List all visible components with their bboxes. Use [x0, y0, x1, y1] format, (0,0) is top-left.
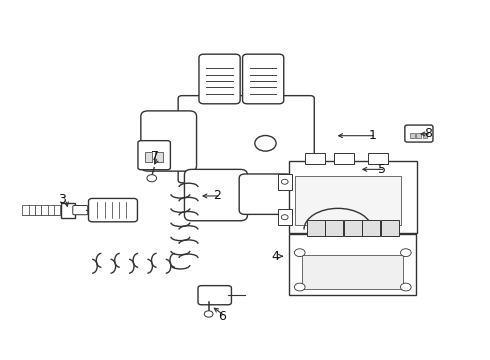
FancyBboxPatch shape: [405, 125, 433, 142]
FancyBboxPatch shape: [289, 161, 417, 233]
Text: 1: 1: [368, 129, 376, 142]
FancyBboxPatch shape: [305, 153, 325, 164]
FancyBboxPatch shape: [325, 220, 343, 237]
FancyBboxPatch shape: [239, 174, 292, 215]
Text: 8: 8: [424, 127, 432, 140]
FancyBboxPatch shape: [344, 220, 362, 237]
FancyBboxPatch shape: [307, 220, 325, 237]
FancyBboxPatch shape: [61, 203, 75, 217]
Circle shape: [294, 249, 305, 257]
Text: 6: 6: [219, 310, 226, 323]
Circle shape: [281, 179, 288, 184]
FancyBboxPatch shape: [243, 54, 284, 104]
FancyBboxPatch shape: [22, 205, 29, 215]
Circle shape: [147, 175, 157, 182]
Text: 3: 3: [58, 193, 66, 206]
FancyBboxPatch shape: [289, 234, 416, 295]
FancyBboxPatch shape: [416, 132, 421, 138]
FancyBboxPatch shape: [410, 132, 415, 138]
FancyBboxPatch shape: [178, 96, 314, 183]
Text: 5: 5: [378, 163, 386, 176]
FancyBboxPatch shape: [198, 285, 231, 305]
Text: 2: 2: [214, 189, 221, 202]
FancyBboxPatch shape: [423, 132, 427, 138]
FancyBboxPatch shape: [278, 210, 292, 225]
FancyBboxPatch shape: [334, 153, 354, 164]
FancyBboxPatch shape: [145, 152, 152, 162]
Circle shape: [204, 311, 213, 317]
FancyBboxPatch shape: [295, 176, 401, 225]
FancyBboxPatch shape: [138, 141, 171, 170]
Text: 4: 4: [271, 250, 279, 263]
Circle shape: [255, 135, 276, 151]
FancyBboxPatch shape: [73, 206, 88, 215]
FancyBboxPatch shape: [89, 198, 138, 222]
Circle shape: [400, 249, 411, 257]
FancyBboxPatch shape: [41, 205, 48, 215]
Text: 7: 7: [150, 150, 159, 163]
Circle shape: [400, 283, 411, 291]
FancyBboxPatch shape: [199, 54, 240, 104]
FancyBboxPatch shape: [53, 205, 60, 215]
FancyBboxPatch shape: [362, 220, 380, 237]
FancyBboxPatch shape: [184, 169, 247, 221]
FancyBboxPatch shape: [34, 205, 41, 215]
FancyBboxPatch shape: [141, 111, 196, 171]
FancyBboxPatch shape: [278, 174, 292, 190]
Circle shape: [281, 215, 288, 220]
FancyBboxPatch shape: [381, 220, 398, 237]
FancyBboxPatch shape: [302, 255, 403, 289]
FancyBboxPatch shape: [28, 205, 35, 215]
FancyBboxPatch shape: [155, 152, 163, 162]
FancyBboxPatch shape: [47, 205, 54, 215]
Circle shape: [294, 283, 305, 291]
FancyBboxPatch shape: [368, 153, 388, 164]
